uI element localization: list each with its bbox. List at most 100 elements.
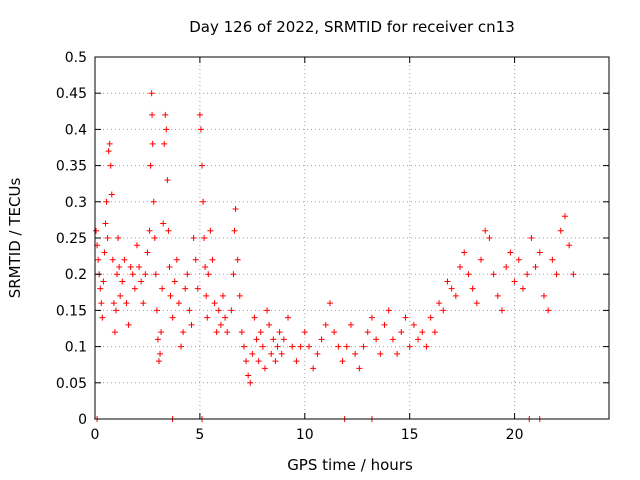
- data-point: [146, 227, 153, 234]
- data-point: [106, 140, 113, 147]
- data-point: [238, 329, 245, 336]
- data-point: [245, 372, 252, 379]
- data-point: [119, 278, 126, 285]
- data-point: [268, 350, 275, 357]
- data-point: [297, 343, 304, 350]
- data-point: [373, 336, 380, 343]
- data-point: [293, 358, 300, 365]
- data-point: [111, 329, 118, 336]
- data-point: [102, 220, 109, 227]
- data-point: [107, 162, 114, 169]
- data-point: [301, 329, 308, 336]
- data-point: [230, 271, 237, 278]
- data-point: [151, 235, 158, 241]
- data-point: [121, 256, 128, 263]
- y-tick-label: 0.3: [65, 195, 87, 211]
- data-point: [162, 111, 169, 118]
- data-point: [171, 278, 178, 285]
- data-point: [360, 343, 367, 350]
- data-point: [164, 177, 171, 184]
- data-point: [190, 235, 197, 241]
- data-point: [278, 350, 285, 357]
- data-point: [545, 307, 552, 314]
- data-point: [152, 271, 159, 278]
- data-point: [129, 271, 136, 278]
- y-tick-label: 0.35: [56, 159, 87, 175]
- data-point: [507, 249, 514, 256]
- data-point: [368, 314, 375, 321]
- data-point: [159, 285, 166, 292]
- data-point: [253, 336, 260, 343]
- data-point: [274, 343, 281, 350]
- data-point: [180, 329, 187, 336]
- marks-layer: [93, 90, 577, 422]
- data-point: [105, 148, 112, 155]
- y-axis-title: SRMTID / TECUs: [6, 178, 24, 299]
- data-point: [158, 329, 165, 336]
- data-point: [364, 329, 371, 336]
- data-point: [532, 263, 539, 270]
- data-point: [389, 336, 396, 343]
- data-point: [201, 235, 208, 241]
- data-point: [236, 292, 243, 299]
- x-axis-title: GPS time / hours: [287, 456, 413, 474]
- data-point: [347, 321, 354, 328]
- data-point: [356, 365, 363, 372]
- data-point: [305, 343, 312, 350]
- data-point: [377, 350, 384, 357]
- data-point: [444, 278, 451, 285]
- data-point: [415, 336, 422, 343]
- data-point: [482, 227, 489, 234]
- data-point: [249, 350, 256, 357]
- data-point: [494, 292, 501, 299]
- data-point: [149, 140, 156, 147]
- data-point: [276, 329, 283, 336]
- data-point: [157, 350, 164, 357]
- data-point: [211, 300, 218, 307]
- ticks-layer: 0 0.05 0.1 0.15 0.2 0.25 0.3 0.35 0.4 0.45 0.5 0 5 10…: [56, 50, 609, 443]
- data-point: [165, 227, 172, 234]
- data-point: [209, 256, 216, 263]
- data-point: [138, 278, 145, 285]
- data-point: [182, 285, 189, 292]
- data-point: [257, 329, 264, 336]
- y-tick-label: 0.45: [56, 86, 87, 102]
- x-tick-label: 0: [91, 427, 100, 443]
- data-point: [326, 300, 333, 307]
- data-point: [196, 111, 203, 118]
- data-point: [202, 263, 209, 270]
- data-point: [255, 358, 262, 365]
- y-tick-label: 0.1: [65, 340, 87, 356]
- data-point: [381, 321, 388, 328]
- data-point: [419, 329, 426, 336]
- data-point: [101, 249, 108, 256]
- data-point: [272, 358, 279, 365]
- data-point: [173, 256, 180, 263]
- data-point: [440, 307, 447, 314]
- data-point: [115, 235, 122, 241]
- data-point: [140, 300, 147, 307]
- data-point: [203, 292, 210, 299]
- data-point: [112, 307, 119, 314]
- data-point: [147, 162, 154, 169]
- x-tick-label: 15: [401, 427, 419, 443]
- data-point: [402, 314, 409, 321]
- data-point: [104, 235, 111, 241]
- data-point: [266, 321, 273, 328]
- data-point: [289, 343, 296, 350]
- data-point: [219, 292, 226, 299]
- data-point: [469, 285, 476, 292]
- data-point: [528, 235, 535, 241]
- data-point: [385, 307, 392, 314]
- data-point: [204, 314, 211, 321]
- data-point: [553, 271, 560, 278]
- data-point: [224, 329, 231, 336]
- y-tick-label: 0.15: [56, 303, 87, 319]
- data-point: [155, 358, 162, 365]
- data-point: [478, 256, 485, 263]
- data-point: [93, 227, 100, 234]
- data-point: [540, 292, 547, 299]
- data-point: [99, 314, 106, 321]
- data-point: [148, 90, 155, 97]
